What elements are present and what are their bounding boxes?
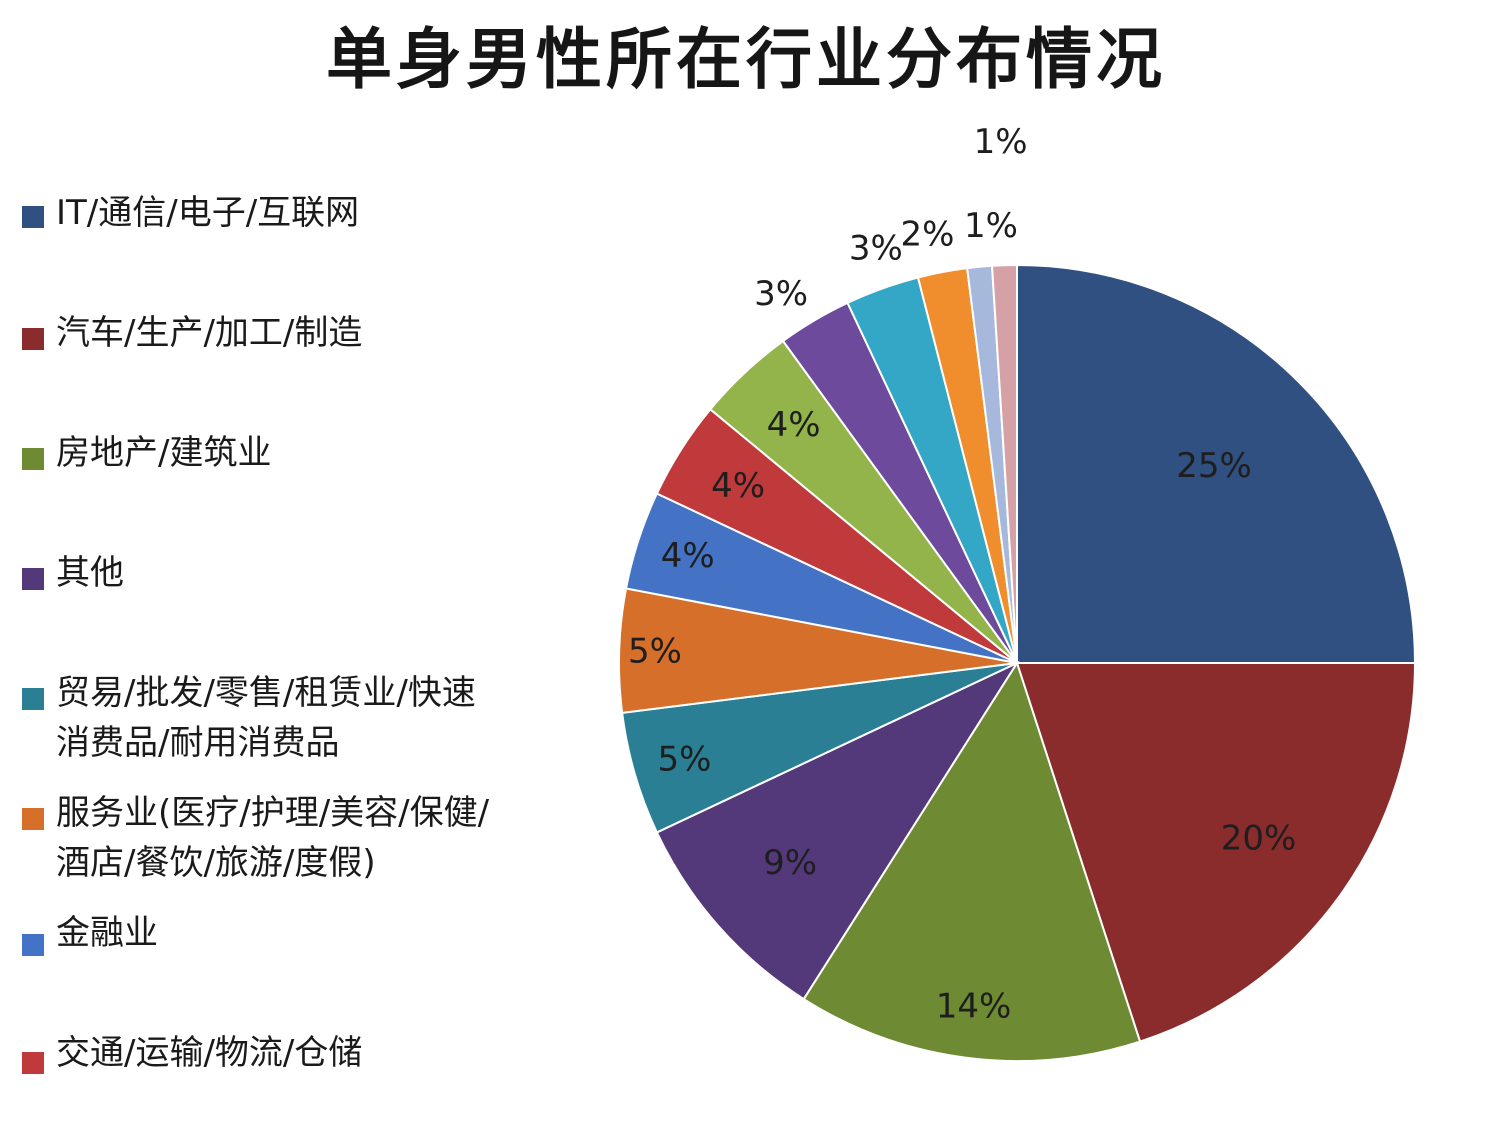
legend-label: 贸易/批发/零售/租赁业/快速消费品/耐用消费品 [56,673,476,763]
pie-slice-label-13: 1% [964,206,1018,246]
pie-slice-label-1: 25% [1176,446,1252,486]
pie-slice-label-7: 4% [661,536,715,576]
pie-slice-4 [655,660,1020,1001]
pie-slice-label-8: 4% [711,466,765,506]
legend-label: 服务业(医疗/护理/美容/保健/酒店/餐饮/旅游/度假) [56,793,490,883]
pie-slice-label-5: 5% [658,740,712,780]
pie-slice-label-2: 20% [1221,819,1297,859]
pie-slice-label-3: 14% [936,987,1012,1027]
legend-swatch [22,1052,44,1074]
pie-slice-label-12: 2% [901,215,955,255]
pie-slice-label-10: 3% [754,274,808,314]
pie-slice-14 [990,263,1018,664]
pie-slice-label-6: 5% [628,632,682,672]
legend: IT/通信/电子/互联网 汽车/生产/加工/制造 房地产/建筑业 其他 贸易/批… [22,0,502,1130]
legend-label: 其他 [56,553,124,593]
pie-slice-label-4: 9% [763,843,817,883]
legend-swatch [22,568,44,590]
chart-title: 单身男性所在行业分布情况 [326,21,1166,98]
legend-label: 交通/运输/物流/仓储 [56,1033,363,1073]
legend-swatch [22,328,44,350]
legend-label: 汽车/生产/加工/制造 [56,313,363,353]
legend-label: IT/通信/电子/互联网 [56,193,360,233]
legend-label: 金融业 [56,913,158,953]
legend-swatch [22,448,44,470]
pie-slice-2 [1015,662,1417,1043]
pie-slice-1 [1016,263,1417,664]
pie-slice-label-11: 3% [849,229,903,269]
legend-swatch [22,206,44,228]
pie-slice-label-14: 1% [974,122,1028,162]
legend-swatch [22,808,44,830]
pie-slice-3 [802,660,1142,1062]
pie-slice-label-9: 4% [767,405,821,445]
legend-swatch [22,934,44,956]
legend-swatch [22,688,44,710]
legend-label: 房地产/建筑业 [56,433,272,473]
